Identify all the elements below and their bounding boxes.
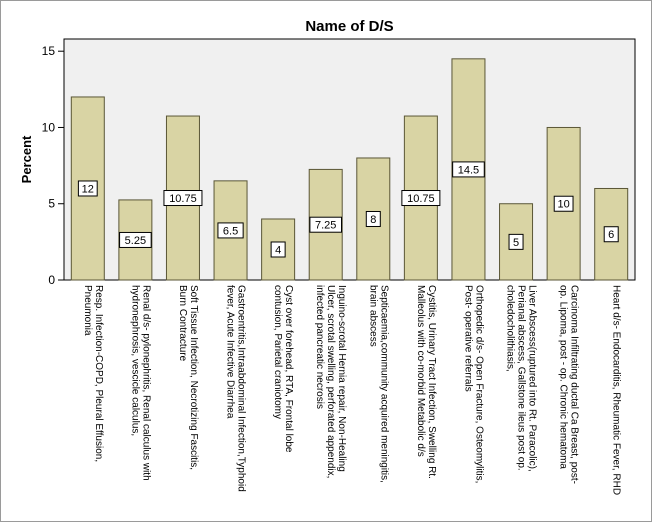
x-tick-label-line: Perianal abscess, Gallstone ileus post o…: [516, 285, 527, 471]
x-tick-label-line: Liver Abscess(ruptured into Rt. Paracoli…: [527, 285, 538, 472]
x-tick-label-line: op. Lipoma, post - op. Chronic hematoma: [558, 285, 569, 469]
x-tick-label: Liver Abscess(ruptured into Rt. Paracoli…: [505, 285, 538, 472]
data-label-box: [163, 190, 203, 207]
x-tick-label-line: Pneumonia: [82, 285, 93, 336]
x-tick-label-line: Cyst over forehead, RTA, Frontal lobe: [283, 285, 294, 453]
data-label: 8: [370, 214, 376, 226]
data-label-box: [365, 210, 381, 227]
data-label: 10.75: [169, 193, 197, 205]
x-tick-label: Inguino-scrotal Hernia repair, Non-Heali…: [314, 285, 347, 478]
x-tick-label-line: Ulcer, scrotal swelling, perforated appe…: [325, 285, 336, 478]
y-tick-label: 0: [48, 273, 55, 287]
y-tick-label: 5: [48, 197, 55, 211]
x-tick-label-line: hydronephrosis, vescicle calculus,: [129, 285, 140, 436]
chart-title: Name of D/S: [305, 18, 393, 35]
data-label: 14.5: [458, 164, 479, 176]
x-tick-label: Renal d/s- pylonephritis, Renal calculus…: [129, 285, 151, 481]
data-label-box: [553, 195, 574, 212]
x-tick-label: Orthopedic d/s- Open Fracture, Osteomyli…: [462, 285, 484, 483]
data-label-box: [508, 233, 524, 250]
x-tick-label: Heart d/s- Endocarditis, Rheumatic Fever…: [611, 285, 622, 495]
data-label-box: [270, 241, 286, 258]
x-tick-label-line: fever, Acute Infective Diarrhea: [225, 285, 236, 419]
data-label: 6.5: [223, 225, 238, 237]
data-label: 6: [608, 229, 614, 241]
data-labels-group: 12 5.25 10.75 6.5 4 7.25 8 10.75 14.5 5 10 6: [77, 161, 619, 258]
data-label-box: [77, 180, 98, 197]
x-tick-label: Cystitis, Urinary Tract Infection, Swell…: [415, 285, 437, 479]
data-label-box: [309, 216, 343, 233]
x-tick-label-line: Septicaemia,community acquired meningiti…: [378, 285, 389, 483]
data-label: 10: [558, 199, 570, 211]
x-tick-label: Septicaemia,community acquired meningiti…: [367, 285, 389, 483]
x-tick-label-line: Cystitis, Urinary Tract Infection, Swell…: [426, 285, 437, 479]
x-tick-label-line: choledocholithiasis,: [505, 285, 516, 372]
y-axis: 0 5 10 15: [42, 44, 64, 287]
bar: [356, 157, 391, 281]
x-tick-label-line: infected pancreatic necrosis: [314, 285, 325, 409]
y-tick-label: 15: [42, 44, 56, 58]
x-tick-label-line: brain abscess: [367, 285, 378, 347]
x-tick-label-line: Resp. Infection-COPD, Pleural Effusion,: [93, 285, 104, 462]
plot-area: [63, 38, 636, 281]
y-axis-label: Percent: [19, 135, 34, 183]
x-tick-label: Cyst over forehead, RTA, Frontal lobecon…: [272, 285, 294, 453]
x-tick-label-line: Gastroentritis,Intraabdominal Infection,…: [236, 285, 247, 492]
data-label: 5.25: [125, 235, 146, 247]
data-label-box: [401, 190, 441, 207]
x-tick-label-line: Inguino-scrotal Hernia repair, Non-Heali…: [336, 285, 347, 472]
x-tick-label-line: Post- operative referrals: [462, 285, 473, 392]
x-tick-label-line: Burn Contracture: [177, 285, 188, 362]
x-tick-label: Gastroentritis,Intraabdominal Infection,…: [225, 285, 247, 492]
data-label-box: [119, 231, 152, 248]
x-tick-label-line: Soft Tissue Infection, Necrotizing Fasci…: [188, 285, 199, 470]
x-tick-label: Carcinoma Infiltrating ductal Ca Breast,…: [558, 285, 580, 484]
data-label-box: [452, 161, 485, 178]
x-tick-label: Soft Tissue Infection, Necrotizing Fasci…: [177, 285, 199, 470]
x-tick-label-line: Renal d/s- pylonephritis, Renal calculus…: [140, 285, 151, 481]
data-label: 7.25: [315, 220, 336, 232]
x-tick-label: Resp. Infection-COPD, Pleural Effusion,P…: [82, 285, 104, 462]
data-label: 12: [82, 183, 94, 195]
data-label-box: [603, 226, 619, 243]
data-label-box: [217, 222, 244, 239]
x-tick-label-line: Carcinoma Infiltrating ductal Ca Breast,…: [569, 285, 580, 484]
data-label: 10.75: [407, 193, 435, 205]
x-tick-label-line: Heart d/s- Endocarditis, Rheumatic Fever…: [611, 285, 622, 495]
x-tick-label-line: Malleolus with co-morbid Metabolic d/s: [415, 285, 426, 457]
x-axis-labels: Resp. Infection-COPD, Pleural Effusion,P…: [82, 285, 622, 495]
data-label: 5: [513, 237, 519, 249]
y-tick-label: 10: [42, 120, 56, 134]
data-label: 4: [275, 244, 281, 256]
x-tick-label-line: contusion, Parietal craniotomy: [272, 285, 283, 419]
x-tick-label-line: Orthopedic d/s- Open Fracture, Osteomyli…: [473, 285, 484, 483]
